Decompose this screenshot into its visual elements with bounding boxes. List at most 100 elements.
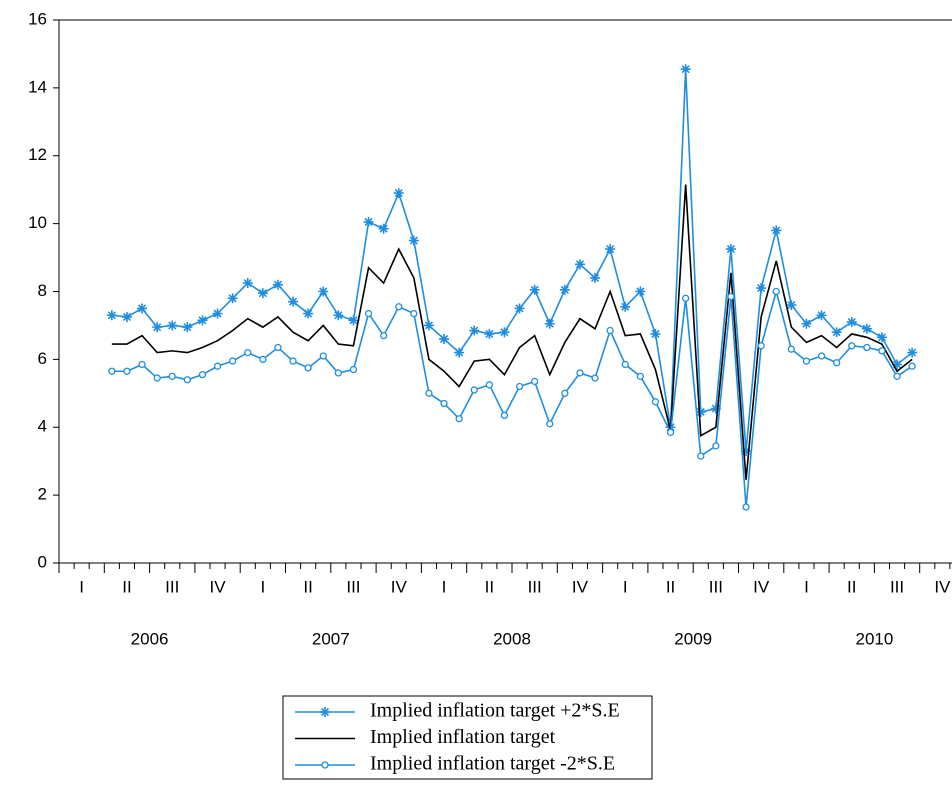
data-point bbox=[816, 310, 827, 321]
data-point bbox=[756, 283, 767, 294]
data-point bbox=[591, 374, 599, 382]
x-quarter-label: II bbox=[847, 577, 856, 596]
data-point bbox=[363, 216, 374, 227]
data-point bbox=[666, 428, 675, 436]
data-point bbox=[425, 389, 433, 397]
data-point bbox=[620, 301, 631, 312]
data-point bbox=[833, 359, 841, 367]
x-quarter-label: IV bbox=[391, 577, 408, 596]
data-point bbox=[621, 360, 629, 369]
data-point bbox=[697, 452, 705, 460]
data-point bbox=[274, 343, 282, 352]
x-quarter-label: III bbox=[165, 577, 179, 596]
data-point bbox=[303, 308, 314, 319]
data-point bbox=[802, 357, 811, 365]
y-tick-label: 2 bbox=[38, 485, 47, 504]
data-point bbox=[757, 342, 765, 350]
data-point bbox=[410, 309, 418, 318]
data-point bbox=[710, 403, 721, 414]
data-point bbox=[455, 415, 463, 423]
legend-label: Implied inflation target bbox=[370, 726, 556, 748]
x-quarter-label: II bbox=[122, 577, 131, 596]
data-point bbox=[153, 374, 161, 382]
data-point bbox=[908, 362, 916, 370]
data-point bbox=[106, 310, 117, 321]
data-point bbox=[606, 326, 614, 335]
data-point bbox=[288, 296, 299, 307]
legend-label: Implied inflation target +2*S.E bbox=[370, 700, 620, 722]
data-point bbox=[393, 188, 404, 199]
y-tick-label: 16 bbox=[28, 9, 47, 28]
data-point bbox=[635, 286, 646, 297]
data-point bbox=[485, 381, 494, 389]
data-point bbox=[318, 286, 329, 297]
data-point bbox=[440, 399, 448, 408]
data-point bbox=[167, 320, 178, 331]
data-point bbox=[831, 327, 842, 338]
data-point bbox=[364, 309, 373, 318]
data-point bbox=[636, 372, 644, 380]
data-point bbox=[213, 362, 222, 370]
data-point bbox=[695, 406, 706, 417]
data-point bbox=[561, 389, 569, 397]
data-point bbox=[682, 294, 690, 302]
x-year-label: 2010 bbox=[855, 629, 893, 648]
x-quarter-label: IV bbox=[934, 577, 951, 596]
data-point bbox=[893, 372, 901, 380]
x-quarter-label: III bbox=[709, 577, 723, 596]
data-point bbox=[121, 311, 132, 322]
data-point bbox=[546, 420, 554, 428]
legend-marker bbox=[320, 707, 330, 717]
data-point bbox=[817, 352, 826, 360]
data-point bbox=[137, 303, 148, 314]
data-point bbox=[574, 259, 585, 270]
data-point bbox=[470, 386, 478, 394]
data-point bbox=[787, 345, 795, 353]
data-point bbox=[227, 293, 238, 304]
x-quarter-label: IV bbox=[572, 577, 589, 596]
data-point bbox=[650, 328, 661, 339]
data-point bbox=[319, 352, 327, 360]
data-point bbox=[138, 360, 146, 369]
data-point bbox=[484, 328, 495, 339]
data-point bbox=[259, 355, 267, 364]
data-point bbox=[861, 323, 872, 334]
x-year-label: 2007 bbox=[312, 629, 350, 648]
data-point bbox=[378, 223, 389, 234]
y-tick-label: 6 bbox=[38, 349, 47, 368]
data-point bbox=[742, 503, 750, 511]
x-quarter-label: I bbox=[79, 577, 84, 596]
x-quarter-label: II bbox=[666, 577, 675, 596]
x-quarter-label: I bbox=[260, 577, 265, 596]
data-point bbox=[183, 376, 192, 384]
x-year-label: 2009 bbox=[674, 629, 712, 648]
data-point bbox=[499, 327, 510, 338]
x-quarter-label: I bbox=[442, 577, 447, 596]
series-line bbox=[111, 69, 913, 452]
data-point bbox=[576, 369, 584, 377]
x-quarter-label: I bbox=[804, 577, 809, 596]
data-point bbox=[334, 369, 343, 377]
data-point bbox=[771, 225, 782, 236]
data-point bbox=[469, 325, 480, 336]
x-quarter-label: I bbox=[623, 577, 628, 596]
data-point bbox=[801, 318, 812, 329]
y-tick-label: 12 bbox=[28, 145, 47, 164]
data-point bbox=[454, 347, 465, 358]
data-point bbox=[439, 334, 450, 345]
y-tick-label: 8 bbox=[38, 281, 47, 300]
x-quarter-label: IV bbox=[210, 577, 227, 596]
data-point bbox=[348, 315, 359, 326]
y-tick-label: 4 bbox=[38, 417, 47, 436]
data-point bbox=[333, 310, 344, 321]
data-point bbox=[786, 300, 797, 311]
data-point bbox=[531, 377, 539, 386]
data-point bbox=[741, 446, 752, 457]
data-point bbox=[772, 287, 780, 296]
data-point bbox=[197, 315, 208, 326]
data-point bbox=[605, 244, 616, 255]
data-point bbox=[515, 382, 524, 391]
x-quarter-label: III bbox=[890, 577, 904, 596]
data-point bbox=[395, 303, 403, 311]
